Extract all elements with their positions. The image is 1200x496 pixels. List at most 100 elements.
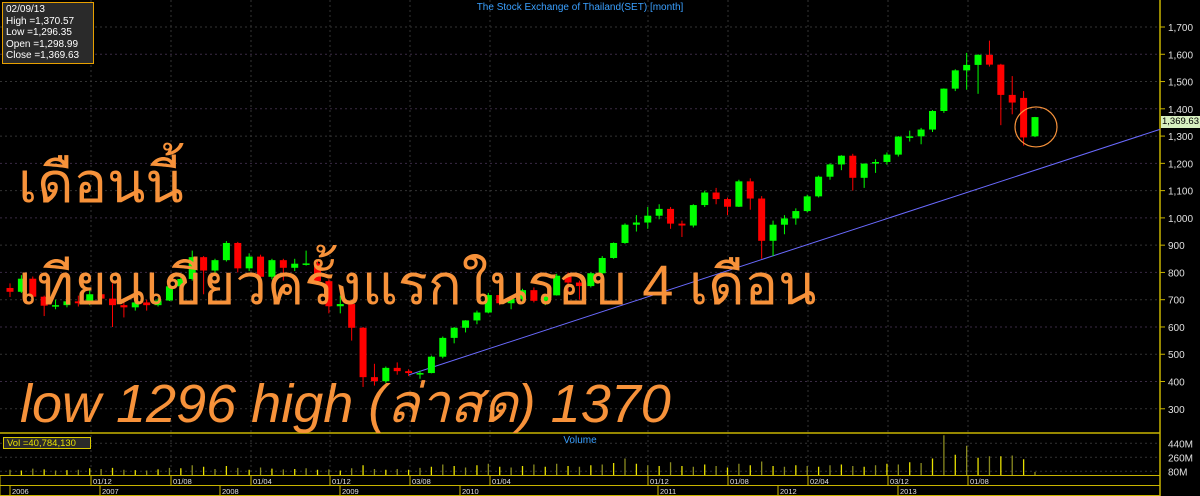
volume-title: Volume bbox=[563, 435, 597, 446]
candle-down bbox=[40, 296, 48, 306]
candle-down bbox=[200, 257, 208, 271]
candle-down bbox=[405, 371, 413, 374]
candle-up bbox=[872, 161, 880, 164]
volume-readout: Vol =40,784,130 bbox=[3, 437, 91, 449]
date-label: 01/08 bbox=[730, 477, 749, 486]
candle-down bbox=[359, 327, 367, 378]
info-high: High =1,370.57 bbox=[6, 15, 75, 27]
candle-up bbox=[735, 181, 743, 207]
date-label: 01/12 bbox=[93, 477, 112, 486]
candle-down bbox=[985, 54, 993, 65]
candle-up bbox=[894, 136, 902, 155]
year-label: 2013 bbox=[900, 487, 917, 496]
candle-down bbox=[143, 302, 151, 306]
info-date: 02/09/13 bbox=[6, 4, 45, 15]
date-label: 01/04 bbox=[253, 477, 272, 486]
candle-down bbox=[1020, 97, 1028, 138]
ohlc-info-box: 02/09/13 High =1,370.57 Low =1,296.35 Op… bbox=[2, 2, 94, 64]
candle-up bbox=[917, 129, 925, 137]
candle-up bbox=[792, 211, 800, 219]
annotation-line-3: low 1296 high (ล่าสด) 1370 bbox=[20, 374, 671, 434]
date-label: 01/04 bbox=[492, 477, 511, 486]
candle-up bbox=[632, 222, 640, 225]
year-label: 2012 bbox=[780, 487, 797, 496]
y-tick-label: 800 bbox=[1168, 268, 1185, 279]
candle-up bbox=[974, 54, 982, 65]
candle-up bbox=[291, 263, 299, 268]
y-tick-label: 600 bbox=[1168, 323, 1185, 334]
info-close: Close =1,369.63 bbox=[6, 50, 80, 61]
candle-up bbox=[268, 260, 276, 277]
candle-up bbox=[1031, 117, 1039, 137]
candle-up bbox=[906, 136, 914, 138]
candle-down bbox=[758, 198, 766, 241]
candle-up bbox=[815, 176, 823, 197]
year-label: 2007 bbox=[102, 487, 119, 496]
candle-up bbox=[519, 290, 526, 299]
candle-up bbox=[154, 300, 162, 306]
date-label: 01/12 bbox=[650, 477, 669, 486]
candle-up bbox=[336, 304, 344, 307]
candle-down bbox=[678, 223, 686, 226]
candle-up bbox=[940, 88, 948, 111]
y-tick-label: 1,600 bbox=[1168, 50, 1193, 61]
candle-down bbox=[530, 290, 538, 301]
candle-down bbox=[746, 181, 754, 199]
candle-down bbox=[564, 275, 572, 283]
candle-down bbox=[712, 192, 720, 200]
candle-down bbox=[6, 287, 14, 292]
y-tick-label: 1,500 bbox=[1168, 78, 1193, 89]
candle-up bbox=[883, 154, 891, 162]
candle-down bbox=[393, 367, 401, 372]
volume-tick-label: 440M bbox=[1168, 439, 1193, 450]
candle-up bbox=[245, 256, 253, 269]
candle-up bbox=[587, 273, 595, 287]
candle-up bbox=[382, 367, 390, 382]
candle-up bbox=[302, 263, 310, 265]
candle-down bbox=[257, 256, 265, 277]
trendline bbox=[408, 128, 1161, 376]
year-label: 2009 bbox=[342, 487, 359, 496]
volume-tick-label: 260M bbox=[1168, 453, 1193, 464]
candle-up bbox=[484, 295, 492, 313]
y-tick-label: 1,200 bbox=[1168, 159, 1193, 170]
annotation-line-1: เดือนนี้ bbox=[18, 151, 184, 214]
candle-down bbox=[279, 260, 287, 268]
year-row bbox=[0, 485, 1161, 496]
candle-down bbox=[575, 282, 583, 287]
candle-up bbox=[610, 242, 618, 258]
candle-up bbox=[826, 164, 834, 177]
y-tick-label: 900 bbox=[1168, 241, 1185, 252]
candle-up bbox=[462, 320, 470, 328]
candle-down bbox=[724, 199, 731, 207]
y-tick-label: 1,300 bbox=[1168, 132, 1193, 143]
candle-up bbox=[689, 205, 697, 226]
year-label: 2010 bbox=[462, 487, 479, 496]
annotation-line-2: เทียนเขียวครั้งแรกในรอบ 4 เดือน bbox=[18, 253, 817, 316]
last-price-label: 1,369.63 bbox=[1161, 116, 1200, 128]
candle-up bbox=[52, 305, 60, 307]
year-label: 2011 bbox=[660, 487, 676, 496]
candle-down bbox=[348, 304, 356, 328]
candle-up bbox=[507, 298, 515, 304]
date-label: 01/12 bbox=[332, 477, 351, 486]
candle-down bbox=[997, 64, 1005, 95]
candle-up bbox=[621, 224, 629, 243]
candle-up bbox=[780, 218, 788, 225]
candle-up bbox=[644, 215, 652, 223]
candle-up bbox=[769, 224, 777, 241]
candle-up bbox=[17, 278, 25, 292]
candle-up bbox=[416, 373, 424, 375]
y-tick-label: 1,700 bbox=[1168, 23, 1193, 34]
candle-up bbox=[473, 312, 481, 321]
candle-up bbox=[655, 208, 663, 216]
candle-up bbox=[929, 110, 936, 130]
year-label: 2008 bbox=[222, 487, 239, 496]
date-label: 03/12 bbox=[890, 477, 909, 486]
chart-title: The Stock Exchange of Thailand(SET) [mon… bbox=[476, 2, 684, 13]
year-label: 2006 bbox=[12, 487, 29, 496]
candle-down bbox=[370, 377, 378, 382]
candle-down bbox=[849, 155, 857, 178]
candle-down bbox=[97, 294, 105, 299]
